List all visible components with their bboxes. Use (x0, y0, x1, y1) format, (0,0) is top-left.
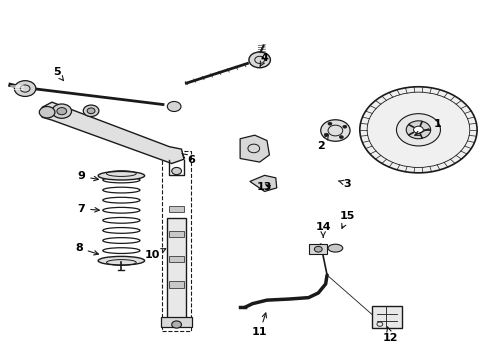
Circle shape (39, 107, 55, 118)
Bar (167, 218, 186, 318)
Circle shape (249, 52, 270, 68)
Text: 12: 12 (383, 327, 398, 343)
Polygon shape (250, 175, 277, 192)
Ellipse shape (328, 244, 343, 252)
Circle shape (340, 136, 343, 139)
Circle shape (360, 87, 477, 173)
Polygon shape (42, 102, 184, 163)
Bar (169, 281, 184, 288)
Text: 3: 3 (338, 179, 351, 189)
Text: 9: 9 (77, 171, 98, 181)
Bar (169, 206, 184, 212)
Text: 10: 10 (145, 249, 166, 260)
Text: 13: 13 (257, 182, 272, 192)
Bar (169, 256, 184, 262)
Text: 11: 11 (252, 313, 268, 337)
Polygon shape (240, 135, 270, 162)
Circle shape (328, 122, 332, 125)
Circle shape (324, 133, 328, 136)
Text: 6: 6 (182, 154, 195, 165)
Text: 7: 7 (77, 204, 99, 214)
Circle shape (57, 108, 67, 115)
Bar (310, 244, 327, 254)
Circle shape (83, 105, 99, 117)
Text: 5: 5 (53, 67, 64, 81)
Bar (169, 231, 184, 237)
Bar (161, 317, 192, 327)
Circle shape (321, 120, 350, 141)
Bar (372, 306, 402, 328)
Circle shape (343, 125, 347, 128)
Text: 1: 1 (415, 120, 442, 135)
Text: 15: 15 (340, 211, 355, 228)
Circle shape (14, 81, 36, 96)
Circle shape (167, 102, 181, 112)
Circle shape (406, 121, 431, 139)
Text: 2: 2 (317, 135, 328, 151)
Circle shape (414, 126, 423, 134)
Circle shape (172, 167, 181, 175)
Ellipse shape (98, 256, 145, 265)
Text: 14: 14 (316, 222, 331, 237)
Circle shape (172, 321, 181, 328)
Text: 8: 8 (75, 243, 98, 255)
Circle shape (315, 246, 322, 252)
Circle shape (52, 104, 72, 118)
Ellipse shape (98, 171, 145, 180)
Text: 4: 4 (260, 53, 269, 66)
Circle shape (396, 114, 441, 146)
Circle shape (87, 108, 95, 114)
Bar (162, 151, 191, 330)
